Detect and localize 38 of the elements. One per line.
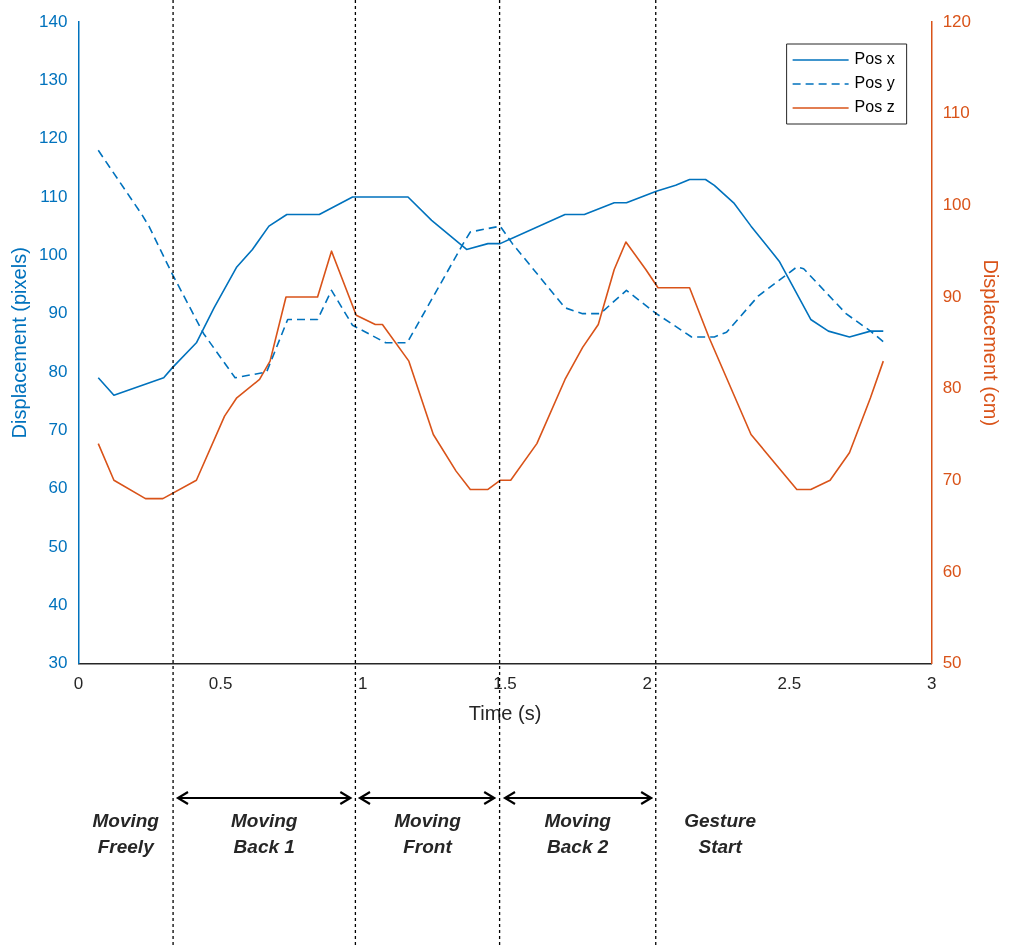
y-tick-label: 140 — [38, 11, 68, 31]
y2-tick-label: 60 — [942, 561, 962, 581]
text: Moving Back 1 — [230, 810, 298, 858]
legend-label: Pos y — [854, 74, 895, 92]
y2-tick-label: 70 — [942, 469, 962, 489]
y-tick-label: 40 — [48, 594, 68, 614]
y-tick-label: 50 — [48, 536, 68, 556]
y-tick-label: 60 — [48, 478, 68, 498]
legend-label: Pos z — [854, 98, 895, 116]
legend-label: Pos x — [854, 50, 895, 68]
y2-tick-label: 120 — [942, 11, 972, 31]
y2-tick-label: 90 — [942, 286, 962, 306]
y-tick-label: 80 — [48, 361, 68, 381]
y-tick-label: 30 — [48, 653, 68, 673]
x-tick-label: 1 — [358, 674, 368, 694]
y-tick-label: 110 — [40, 186, 68, 206]
text: Moving Freely — [92, 810, 160, 858]
y-tick-label: 130 — [38, 70, 68, 90]
y2-tick-label: 100 — [942, 195, 972, 214]
y-tick-label: 120 — [38, 128, 68, 148]
x-tick-label: 0.5 — [208, 674, 233, 694]
x-tick-label: 3 — [926, 674, 937, 694]
y2-tick-label: 110 — [942, 103, 970, 123]
y-tick-label: 70 — [48, 419, 68, 439]
text: Gesture Start — [684, 810, 757, 858]
x-tick-label: 2 — [642, 674, 652, 694]
text: Moving Back 2 — [544, 810, 612, 858]
x-tick-label: 1.5 — [493, 674, 517, 694]
x-tick-label: 0 — [73, 674, 84, 694]
x-tick-label: 2.5 — [777, 674, 802, 694]
y-axis-title: Displacement (pixels) — [7, 247, 30, 439]
y-tick-label: 100 — [38, 245, 68, 264]
text: Moving Front — [394, 810, 462, 858]
y-tick-label: 90 — [48, 303, 68, 323]
y2-axis-title: Displacement (cm) — [980, 259, 1003, 427]
y2-tick-label: 50 — [942, 653, 962, 673]
x-axis-title: Time (s) — [468, 701, 542, 724]
y2-tick-label: 80 — [942, 378, 962, 398]
